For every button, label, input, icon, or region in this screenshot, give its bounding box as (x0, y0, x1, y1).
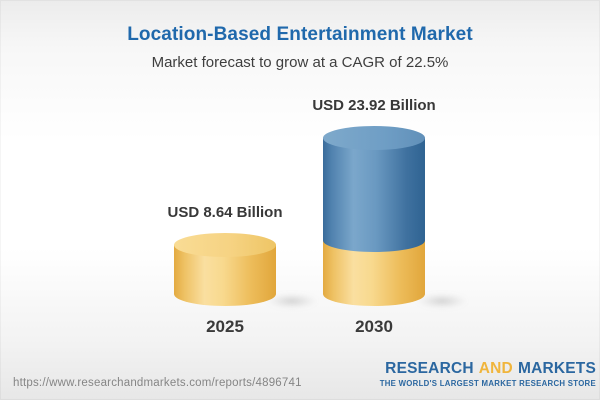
category-label-2025: 2025 (206, 317, 244, 336)
bar-2030-top-face (323, 126, 425, 150)
logo-wordmark: RESEARCH AND MARKETS (380, 361, 596, 377)
bar-2030-shadow (416, 293, 468, 309)
value-label-2025: USD 8.64 Billion (167, 204, 283, 221)
report-url: https://www.researchandmarkets.com/repor… (13, 377, 302, 389)
logo-word-markets: MARKETS (517, 360, 596, 377)
logo-tagline: THE WORLD'S LARGEST MARKET RESEARCH STOR… (379, 379, 596, 388)
chart-title: Location-Based Entertainment Market (127, 24, 473, 45)
bar-2030-cylinder (323, 126, 425, 306)
chart-subtitle: Market forecast to grow at a CAGR of 22.… (151, 54, 449, 71)
bar-2030-growth-segment (323, 138, 425, 252)
value-label-2030: USD 23.92 Billion (312, 97, 436, 114)
bar-2030-base-segment (323, 240, 425, 306)
category-label-2030: 2030 (355, 317, 393, 336)
bar-2025-cylinder (174, 233, 276, 306)
bar-2025-shadow (266, 293, 318, 309)
logo-word-and: AND (478, 360, 513, 377)
logo-word-research: RESEARCH (385, 360, 474, 377)
bar-2025-top-face (174, 233, 276, 257)
research-and-markets-logo: RESEARCH AND MARKETS THE WORLD'S LARGEST M… (379, 361, 596, 389)
bar-2025-body (174, 245, 276, 306)
